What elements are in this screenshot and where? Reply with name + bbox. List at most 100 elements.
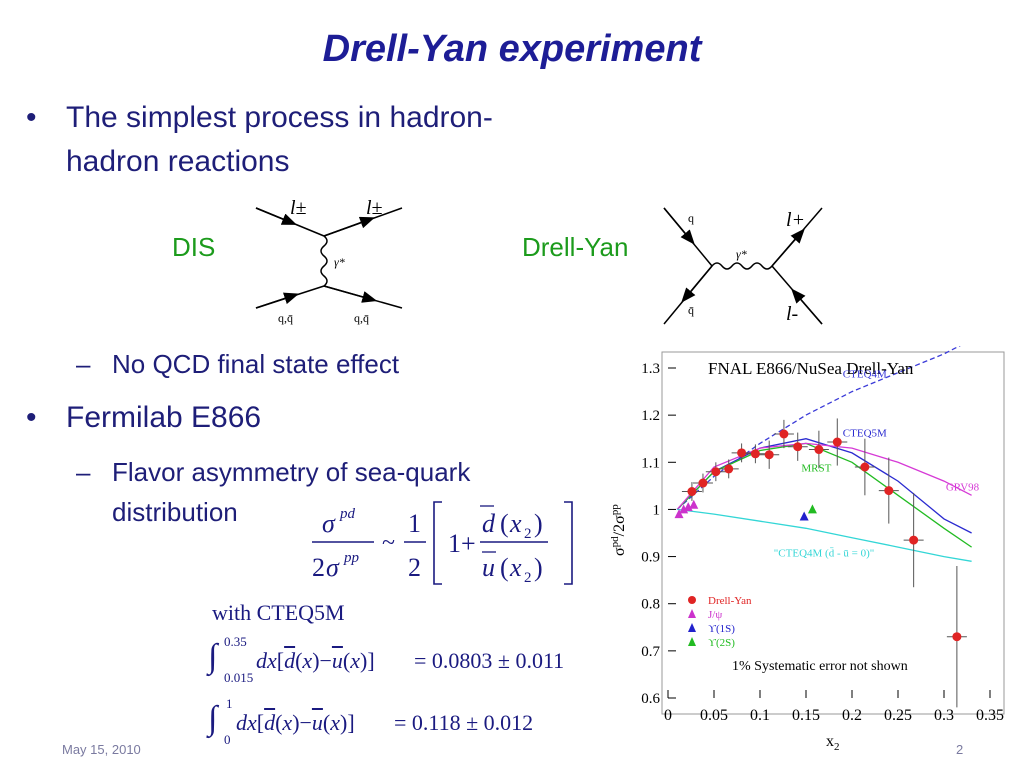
chart-title: FNAL E866/NuSea Drell-Yan [708,359,914,378]
svg-text:~: ~ [382,530,395,556]
data-point [860,462,870,472]
svg-text:x: x [509,553,522,582]
curve-line [676,442,972,548]
svg-text:): ) [534,509,543,538]
data-point [814,445,824,455]
data-point [832,437,842,447]
svg-text:2: 2 [408,553,421,582]
x-tick-label: 0.05 [700,707,728,724]
curve-line [676,346,961,510]
data-point [698,478,708,488]
dy-quark-label: q [688,211,694,225]
svg-text:pd: pd [339,506,356,522]
curve-label: MRST [801,463,831,475]
data-point [724,464,734,474]
dash-icon: – [76,457,91,487]
data-point [711,467,721,477]
sub2-line1: Flavor asymmetry of sea-quark [112,457,471,487]
data-point [674,509,684,519]
dis-feynman-diagram: l± l± γ* q,q̄ q,q̄ [255,197,403,325]
legend-label: J/ψ [708,609,722,621]
data-point [683,502,693,512]
svg-text:(: ( [500,509,509,538]
sub2-line2: distribution [112,497,238,527]
curve-label: CTEQ5M [843,427,887,439]
integral-formula-2: ∫ 1 0 dx[d(x)−u(x)] = 0.118 ± 0.012 [208,696,534,747]
chart-x-axis-label: x2 [826,733,840,753]
x-tick-label: 0.3 [934,707,954,724]
dis-photon-label: γ* [334,255,345,269]
y-tick-label: 0.8 [641,597,660,613]
sub-flavor-asymmetry: – Flavor asymmetry of sea-quark distribu… [76,452,471,532]
data-point [909,535,919,545]
svg-text:1: 1 [408,509,421,538]
svg-text:x: x [509,509,522,538]
svg-text:σ: σ [326,553,340,582]
curve-line [677,508,972,562]
dy-lepton-plus-label: l+ [786,209,805,231]
legend-label: Drell-Yan [708,595,752,607]
data-point [687,487,697,497]
svg-text:d: d [482,509,496,538]
dy-lepton-minus-label: l- [786,303,798,325]
e866-ratio-chart: FNAL E866/NuSea Drell-Yan 0 0.05 0.1 0.15 0.… [609,346,1005,753]
dis-lepton-in-label: l± [290,197,307,219]
legend-marker [688,596,696,604]
x-tick-label: 0.25 [884,707,912,724]
y-tick-label: 1.2 [641,408,660,424]
x-tick-label: 0.1 [750,707,770,724]
integral2-result: = 0.118 ± 0.012 [394,710,534,735]
data-point [952,632,962,642]
y-tick-label: 1.1 [641,455,660,471]
legend-marker [688,609,696,618]
dis-quark-in-label: q,q̄ [278,311,293,325]
y-tick-label: 0.7 [641,644,660,660]
bullet-fermilab: • Fermilab E866 [26,396,262,440]
ratio-formula: σ pd 2 σ pp ~ 1 2 1+ d ( x 2 ) u ( x 2 ) [312,501,573,586]
bullet2-text: Fermilab E866 [66,401,262,434]
integral1-result: = 0.0803 ± 0.011 [414,648,565,673]
curve-label: "CTEQ4M (d̄ - ū = 0)" [774,547,874,559]
data-point [764,450,774,460]
x-tick-label: 0 [664,707,672,724]
dy-antiquark-label: q̄ [688,303,694,317]
bullet-dot-icon: • [26,401,37,434]
bullet-simplest-process: • The simplest process in hadron- hadron… [26,96,493,184]
legend-label: ϒ(1S) [708,623,735,635]
bullet-dot-icon: • [26,101,37,134]
data-point [689,499,699,509]
chart-frame [661,351,1005,715]
bullet1-line1: The simplest process in hadron- [66,101,493,134]
svg-text:2: 2 [524,570,532,586]
svg-text:2: 2 [312,553,325,582]
data-point [779,429,789,439]
svg-text:u: u [482,553,495,582]
dy-photon-label: γ* [736,247,747,261]
footer-date: May 15, 2010 [62,742,141,757]
y-tick-label: 1 [653,502,661,518]
bullet1-line2: hadron reactions [66,145,290,178]
chart-y-axis-label: σpd/2σpp [609,504,628,556]
dis-lepton-out-label: l± [366,197,383,219]
y-tick-label: 0.6 [641,691,660,707]
dis-label: DIS [172,232,216,262]
curve-label: CTEQ4M [843,368,887,380]
curve-line [676,438,972,534]
svg-text:pp: pp [343,550,360,566]
sub1-text: No QCD final state effect [112,349,400,379]
page-number: 2 [956,742,964,757]
svg-text:2: 2 [524,526,532,542]
legend-label: ϒ(2S) [708,637,735,649]
legend-marker [688,637,696,646]
y-tick-label: 1.3 [641,361,660,377]
svg-text:1+: 1+ [448,529,476,558]
svg-text:): ) [534,553,543,582]
data-point [799,511,809,521]
data-point [793,442,803,452]
integral-formula-1: ∫ 0.35 0.015 dx[d(x)−u(x)] = 0.0803 ± 0.… [208,634,565,685]
data-point [807,504,817,514]
drellyan-feynman-diagram: q q̄ γ* l+ l- [663,207,823,325]
chart-annotation: 1% Systematic error not shown [732,659,908,674]
slide-title: Drell-Yan experiment [322,28,702,70]
svg-text:σ: σ [322,509,336,538]
